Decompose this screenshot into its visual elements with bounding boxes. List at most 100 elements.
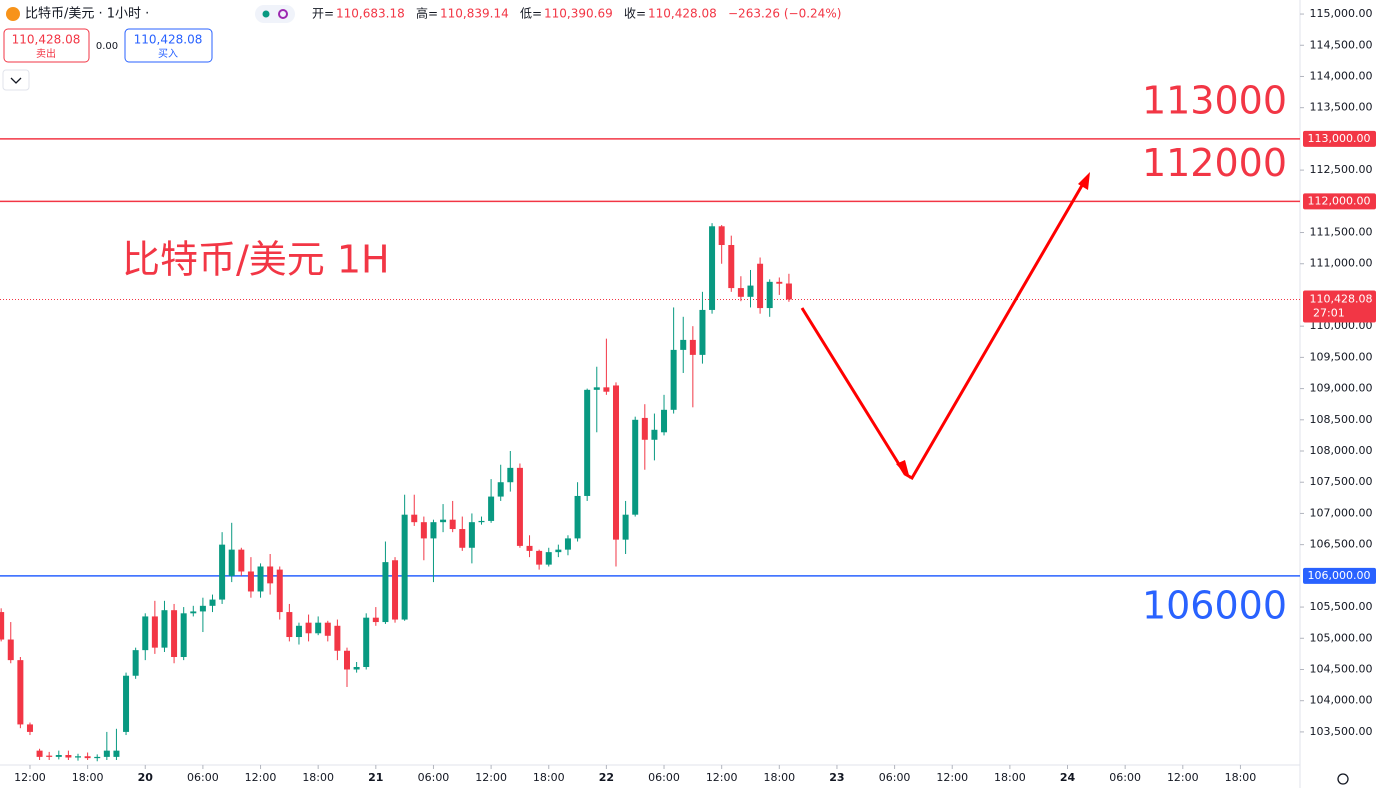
candle-body	[334, 625, 341, 651]
level-badge	[1303, 567, 1376, 584]
y-tick-label: 109,500.00	[1310, 350, 1373, 363]
candle-body	[238, 549, 245, 572]
candle-body	[411, 514, 418, 523]
candle-body	[315, 622, 322, 634]
x-tick-label: 12:00	[706, 771, 738, 784]
x-tick-label: 06:00	[1109, 771, 1141, 784]
candle-body	[286, 612, 293, 638]
candle-body	[641, 417, 648, 440]
candle-body	[468, 522, 475, 548]
chart-title: 比特币/美元 1H	[122, 238, 390, 282]
candle-body	[171, 610, 178, 658]
buy-label: 买入	[158, 48, 178, 60]
y-tick-label: 107,000.00	[1310, 506, 1373, 519]
candle-body	[75, 756, 82, 758]
x-tick-label: 24	[1060, 771, 1076, 784]
candle-body	[132, 650, 139, 676]
ohlc-value: 110,428.08	[648, 7, 717, 21]
x-tick-label: 18:00	[302, 771, 334, 784]
x-tick-label: 12:00	[14, 771, 46, 784]
status-dot	[262, 10, 270, 18]
candle-body	[103, 750, 110, 757]
candle-body	[7, 639, 14, 661]
candle-body	[612, 385, 619, 540]
buy-button[interactable]	[124, 28, 213, 63]
indicator-pill[interactable]	[255, 5, 295, 23]
candle-body	[46, 755, 53, 757]
candle-body	[151, 616, 158, 648]
collapse-button[interactable]	[2, 69, 30, 91]
candle-body	[363, 617, 370, 667]
y-tick-label: 103,500.00	[1310, 725, 1373, 738]
level-label: 106,000.00	[1308, 569, 1371, 582]
ohlc-label: 收=	[624, 7, 646, 21]
level-annotation: 113000	[1142, 78, 1287, 122]
y-tick-label: 111,500.00	[1310, 226, 1373, 239]
y-tick-label: 104,500.00	[1310, 662, 1373, 675]
arrowhead	[1078, 172, 1090, 190]
y-tick-label: 107,500.00	[1310, 475, 1373, 488]
ohlc-value: 110,683.18	[336, 7, 405, 21]
candle-body	[757, 263, 764, 309]
candle-body	[26, 724, 33, 732]
candle-body	[55, 755, 62, 757]
candle-body	[632, 419, 639, 515]
candle-body	[257, 566, 264, 592]
candle-body	[382, 562, 389, 623]
x-tick-label: 12:00	[475, 771, 507, 784]
y-tick-label: 108,500.00	[1310, 413, 1373, 426]
candle-body	[689, 339, 696, 355]
y-tick-label: 105,000.00	[1310, 631, 1373, 644]
candle-body	[161, 610, 168, 648]
last-price-label: 110,428.08	[1310, 292, 1373, 305]
x-tick-label: 22	[599, 771, 614, 784]
candle-body	[709, 226, 716, 310]
candle-body	[353, 666, 360, 670]
sell-label: 卖出	[36, 47, 56, 60]
candle-body	[516, 467, 523, 546]
candle-body	[17, 660, 24, 725]
candle-body	[478, 520, 485, 523]
candle-body	[219, 544, 226, 600]
candle-body	[372, 617, 379, 623]
candle-body	[603, 387, 610, 392]
sell-button[interactable]	[3, 28, 90, 63]
level-label: 113,000.00	[1308, 132, 1371, 145]
x-tick-label: 06:00	[418, 771, 450, 784]
candle-body	[449, 519, 456, 530]
candle-body	[680, 339, 687, 350]
candle-body	[622, 514, 629, 540]
last-price-badge	[1303, 290, 1376, 323]
y-tick-label: 104,000.00	[1310, 694, 1373, 707]
candle-body	[766, 281, 773, 309]
x-tick-label: 20	[138, 771, 154, 784]
settings-icon[interactable]	[1337, 773, 1349, 785]
plot: 比特币/美元 1H 113000 112000 106000	[0, 78, 1300, 762]
candle-body	[440, 519, 447, 523]
y-tick-label: 109,000.00	[1310, 382, 1373, 395]
candle-body	[305, 622, 312, 634]
candle-body	[526, 545, 533, 551]
level-annotation: 106000	[1142, 583, 1287, 627]
candle-body	[199, 605, 206, 612]
ohlc-value: 110,839.14	[440, 7, 509, 21]
candle-body	[661, 409, 668, 433]
arrowhead	[896, 460, 910, 479]
candle-body	[324, 622, 331, 636]
candle-body	[785, 283, 792, 300]
candle-body	[247, 571, 254, 592]
candle-body	[180, 613, 187, 658]
y-tick-label: 113,500.00	[1310, 101, 1373, 114]
x-tick-label: 23	[829, 771, 844, 784]
candle-body	[420, 522, 427, 539]
candle-body	[545, 552, 552, 565]
x-tick-label: 18:00	[994, 771, 1026, 784]
candle-body	[84, 756, 91, 759]
x-tick-label: 06:00	[648, 771, 680, 784]
spread: 0.00	[96, 41, 118, 52]
x-tick-label: 06:00	[879, 771, 911, 784]
y-tick-label: 114,000.00	[1310, 69, 1373, 82]
chevron-icon	[10, 77, 22, 84]
candle-body	[776, 281, 783, 284]
y-tick-label: 114,500.00	[1310, 38, 1373, 51]
